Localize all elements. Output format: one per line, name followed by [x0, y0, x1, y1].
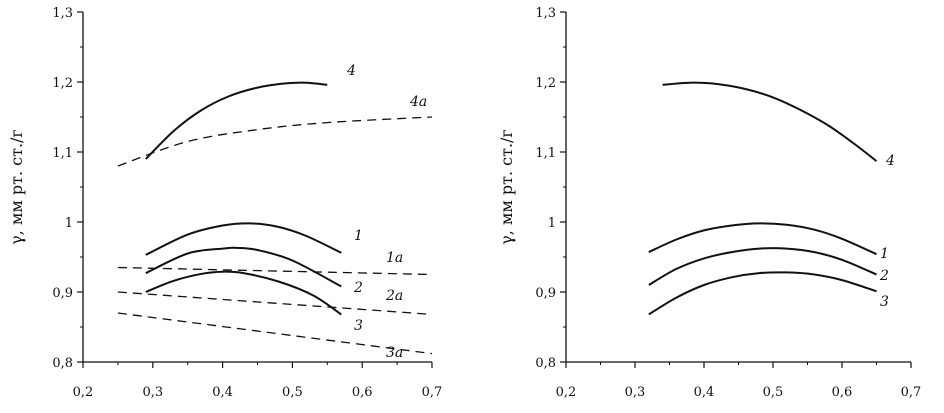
- series-label-2: 2: [353, 280, 363, 296]
- x-tick-label: 0,2: [73, 385, 94, 400]
- series-line-1: [648, 222, 877, 256]
- series-label-3a: 3a: [386, 345, 403, 361]
- y-tick-label: 1,3: [52, 6, 73, 21]
- series-label-2: 2: [879, 268, 889, 284]
- y-axis-label: γ, мм рт. ст./г: [7, 129, 26, 245]
- x-tick-label: 0,7: [422, 385, 443, 400]
- series-line-3a: [117, 312, 433, 355]
- y-tick-label: 1,1: [52, 146, 73, 161]
- x-tick-label: 0,3: [142, 385, 163, 400]
- y-tick-label: 1: [548, 216, 556, 231]
- series-label-4: 4: [346, 63, 356, 79]
- y-tick-label: 1,2: [535, 76, 556, 91]
- x-tick-label: 0,6: [352, 385, 373, 400]
- series-line-2a: [117, 291, 433, 316]
- series-label-4a: 4a: [409, 94, 427, 110]
- y-tick-label: 0,8: [52, 356, 73, 371]
- y-tick-label: 1: [65, 216, 73, 231]
- series-line-2: [648, 247, 877, 286]
- y-tick-label: 1,3: [535, 6, 556, 21]
- series-label-1: 1: [354, 228, 363, 244]
- x-tick-label: 0,7: [901, 385, 922, 400]
- series-label-3: 3: [880, 294, 889, 310]
- series-line-1: [145, 222, 342, 256]
- x-tick-label: 0,3: [625, 385, 646, 400]
- series-line-1a: [117, 266, 433, 276]
- series-line-3: [648, 271, 877, 316]
- chart-panel-1: 0,8 0,9 1 1,1 1,2 1,3 0,2 0,3 0,4 0,5 0,6 0,7 γ, мм …: [7, 6, 442, 400]
- x-tick-label: 0,5: [282, 385, 303, 400]
- series-line-4: [145, 81, 328, 160]
- x-tick-label: 0,4: [694, 385, 715, 400]
- y-tick-label: 0,9: [535, 286, 556, 301]
- series-line-4: [662, 81, 878, 162]
- series-label-3: 3: [354, 318, 363, 334]
- x-tick-label: 0,4: [212, 385, 233, 400]
- y-tick-label: 1,2: [52, 76, 73, 91]
- y-axis-label: γ, мм рт. ст./г: [497, 129, 516, 245]
- series-line-4a: [117, 116, 433, 167]
- x-tick-label: 0,6: [832, 385, 853, 400]
- y-tick-label: 0,9: [52, 286, 73, 301]
- series-label-2a: 2a: [385, 288, 403, 304]
- series-line-2: [145, 246, 342, 288]
- x-tick-label: 0,5: [763, 385, 784, 400]
- series-label-1: 1: [880, 246, 889, 262]
- y-tick-label: 1,1: [535, 146, 556, 161]
- series-label-4: 4: [885, 153, 895, 169]
- chart-panel-2: 0,8 0,9 1 1,1 1,2 1,3 0,2 0,3 0,4 0,5 0,6 0,7 γ, мм …: [497, 6, 921, 400]
- series-label-1a: 1a: [386, 250, 403, 266]
- series-line-3: [145, 270, 342, 316]
- x-tick-label: 0,2: [556, 385, 577, 400]
- y-tick-label: 0,8: [535, 356, 556, 371]
